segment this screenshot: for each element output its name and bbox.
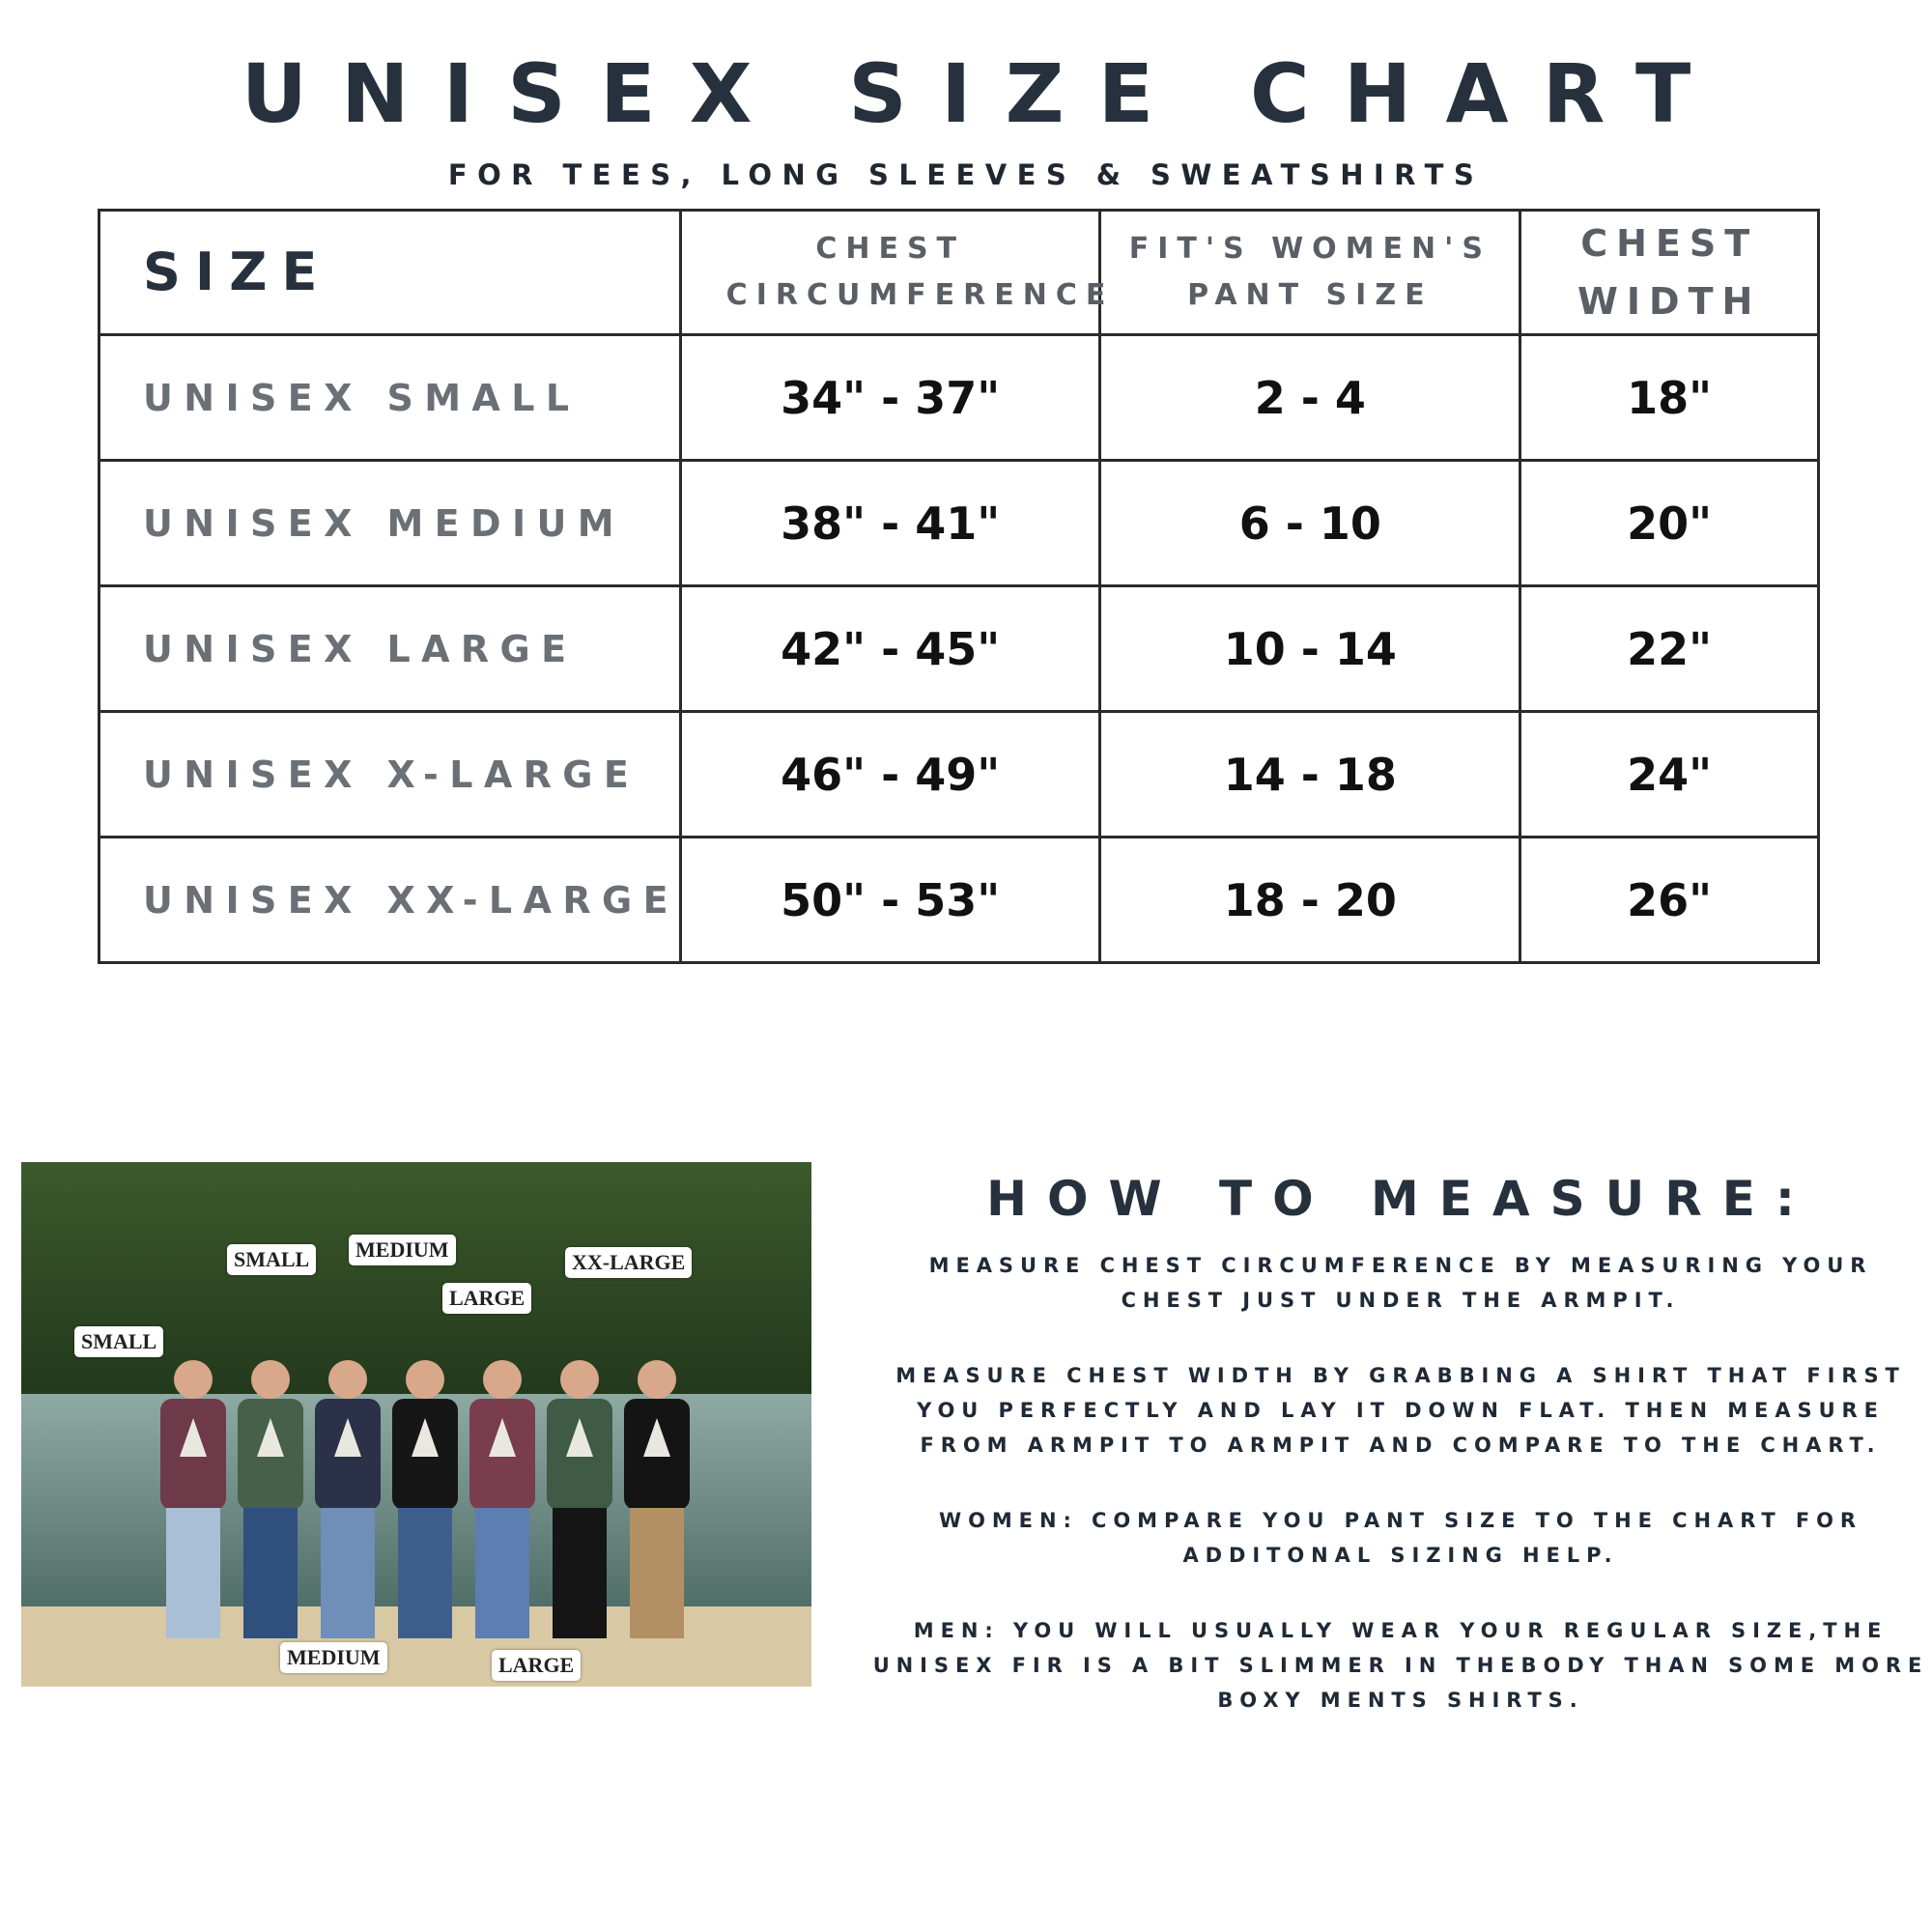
person-figure [553,1508,607,1638]
measure-chest-width-text: MEASURE CHEST WIDTH BY GRABBING A SHIRT … [895,1364,1906,1457]
page-subtitle: FOR TEES, LONG SLEEVES & SWEATSHIRTS [447,158,1485,191]
person-figure [406,1360,444,1399]
size-callout-label: SMALL [227,1244,317,1275]
size-name-cell: UNISEX XX-LARGE [98,836,682,964]
chest-circumference-cell: 38" - 41" [678,459,1102,587]
person-figure [321,1508,375,1638]
group-photo-image [21,1162,811,1687]
person-figure [643,1418,670,1457]
person-figure [489,1418,516,1457]
chest-circumference-cell: 34" - 37" [678,333,1102,462]
size-callout-label: XX-LARGE [565,1247,693,1278]
column-header-pant-size: FIT'S WOMEN'S PANT SIZE [1098,209,1522,336]
person-figure [180,1418,207,1457]
pant-size-cell: 14 - 18 [1098,710,1522,838]
size-name-cell: UNISEX LARGE [98,584,682,713]
person-figure [475,1508,529,1638]
size-callout-label: MEDIUM [349,1235,456,1265]
chest-width-cell: 18" [1519,333,1820,462]
person-figure [638,1360,676,1399]
chest-width-cell: 20" [1519,459,1820,587]
size-name-cell: UNISEX SMALL [98,333,682,462]
how-to-measure-heading: HOW TO MEASURE: [986,1171,1815,1227]
women-sizing-text: WOMEN: COMPARE YOU PANT SIZE TO THE CHAR… [938,1509,1863,1567]
chest-circumference-cell: 46" - 49" [678,710,1102,838]
size-name-cell: UNISEX X-LARGE [98,710,682,838]
person-figure [166,1508,220,1638]
chest-width-cell: 26" [1519,836,1820,964]
chest-circumference-cell: 50" - 53" [678,836,1102,964]
person-figure [566,1418,593,1457]
column-header-chest-width: CHEST WIDTH [1519,209,1820,336]
pant-size-cell: 2 - 4 [1098,333,1522,462]
column-header-size: SIZE [98,209,682,336]
table-row: UNISEX MEDIUM 38" - 41" 6 - 10 20" [98,459,1820,587]
pant-size-cell: 18 - 20 [1098,836,1522,964]
person-figure [412,1418,439,1457]
size-callout-label: LARGE [492,1650,582,1681]
chest-width-cell: 24" [1519,710,1820,838]
size-callout-label: MEDIUM [280,1642,387,1673]
pant-size-cell: 10 - 14 [1098,584,1522,713]
men-sizing-text: MEN: YOU WILL USUALLY WEAR YOUR REGULAR … [872,1619,1929,1712]
person-figure [243,1508,298,1638]
person-figure [483,1360,522,1399]
column-header-chest-circumference: CHEST CIRCUMFERENCE [678,209,1105,336]
person-figure [560,1360,599,1399]
table-row: UNISEX LARGE 42" - 45" 10 - 14 22" [98,584,1820,713]
size-table: SIZE CHEST CIRCUMFERENCE FIT'S WOMEN'S P… [98,209,1820,964]
size-callout-label: LARGE [442,1283,532,1314]
size-name-cell: UNISEX MEDIUM [98,459,682,587]
table-header-row: SIZE CHEST CIRCUMFERENCE FIT'S WOMEN'S P… [98,209,1820,336]
chest-width-cell: 22" [1519,584,1820,713]
person-figure [257,1418,284,1457]
model-photo: SMALL SMALL MEDIUM LARGE XX-LARGE MEDIUM LARGE [21,1162,811,1687]
table-row: UNISEX SMALL 34" - 37" 2 - 4 18" [98,333,1820,462]
person-figure [398,1508,452,1638]
person-figure [251,1360,290,1399]
size-callout-label: SMALL [74,1326,164,1357]
person-figure [328,1360,367,1399]
pant-size-cell: 6 - 10 [1098,459,1522,587]
measure-chest-circumference-text: MEASURE CHEST CIRCUMFERENCE BY MEASURING… [928,1254,1873,1312]
person-figure [174,1360,213,1399]
chest-circumference-cell: 42" - 45" [678,584,1102,713]
table-row: UNISEX XX-LARGE 50" - 53" 18 - 20 26" [98,836,1820,964]
table-row: UNISEX X-LARGE 46" - 49" 14 - 18 24" [98,710,1820,838]
page-title: UNISEX SIZE CHART [241,46,1725,141]
person-figure [334,1418,361,1457]
person-figure [630,1508,684,1638]
